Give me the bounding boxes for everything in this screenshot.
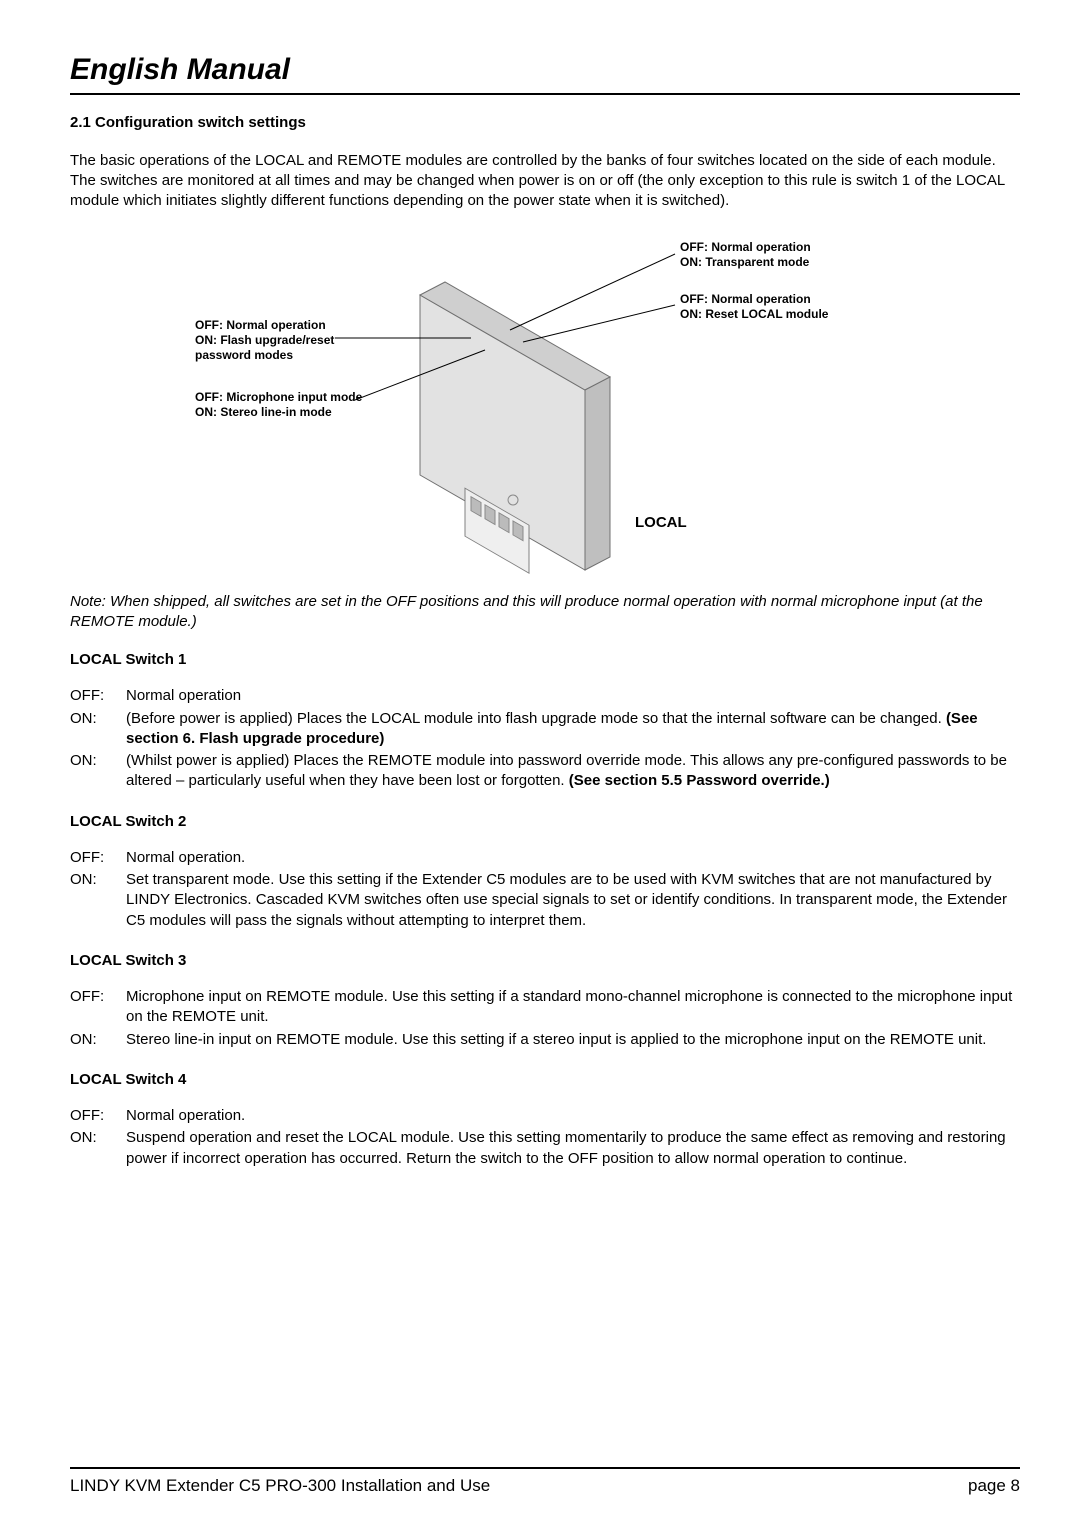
switch2-on-desc: Set transparent mode. Use this setting i… xyxy=(126,870,1020,933)
switch4-off-desc: Normal operation. xyxy=(126,1106,1020,1128)
callout-line: ON: Flash upgrade/reset xyxy=(195,333,334,348)
callout-sw1: OFF: Normal operation ON: Flash upgrade/… xyxy=(195,318,334,363)
label-on: ON: xyxy=(70,751,126,794)
title-rule xyxy=(70,93,1020,95)
label-on: ON: xyxy=(70,1128,126,1171)
list-row: ON: Suspend operation and reset the LOCA… xyxy=(70,1128,1020,1171)
callout-line: password modes xyxy=(195,348,334,363)
list-row: OFF: Normal operation. xyxy=(70,848,1020,870)
label-on: ON: xyxy=(70,709,126,752)
page-title: English Manual xyxy=(70,50,1020,91)
callout-sw3: OFF: Microphone input mode ON: Stereo li… xyxy=(195,390,362,420)
label-off: OFF: xyxy=(70,987,126,1030)
list-row: ON: (Whilst power is applied) Places the… xyxy=(70,751,1020,794)
section-heading: 2.1 Configuration switch settings xyxy=(70,113,1020,133)
switch4-on-desc: Suspend operation and reset the LOCAL mo… xyxy=(126,1128,1020,1171)
switch1-off-desc: Normal operation xyxy=(126,686,1020,708)
switch3-on-desc: Stereo line-in input on REMOTE module. U… xyxy=(126,1030,1020,1052)
text-span: (Before power is applied) Places the LOC… xyxy=(126,710,946,727)
callout-line: ON: Stereo line-in mode xyxy=(195,405,362,420)
switch1-on2-desc: (Whilst power is applied) Places the REM… xyxy=(126,751,1020,794)
callout-sw4: OFF: Normal operation ON: Reset LOCAL mo… xyxy=(680,292,828,322)
footer-left: LINDY KVM Extender C5 PRO-300 Installati… xyxy=(70,1475,490,1498)
switch2-off-desc: Normal operation. xyxy=(126,848,1020,870)
switch-diagram: OFF: Normal operation ON: Flash upgrade/… xyxy=(165,230,925,580)
callout-line: ON: Reset LOCAL module xyxy=(680,307,828,322)
switch2-heading: LOCAL Switch 2 xyxy=(70,812,1020,832)
label-on: ON: xyxy=(70,870,126,933)
label-off: OFF: xyxy=(70,686,126,708)
callout-sw2: OFF: Normal operation ON: Transparent mo… xyxy=(680,240,811,270)
list-row: OFF: Microphone input on REMOTE module. … xyxy=(70,987,1020,1030)
switch3-heading: LOCAL Switch 3 xyxy=(70,951,1020,971)
note-paragraph: Note: When shipped, all switches are set… xyxy=(70,592,1020,633)
list-row: ON: Set transparent mode. Use this setti… xyxy=(70,870,1020,933)
local-label: LOCAL xyxy=(635,513,687,533)
footer-right: page 8 xyxy=(968,1475,1020,1498)
label-off: OFF: xyxy=(70,848,126,870)
list-row: OFF: Normal operation xyxy=(70,686,1020,708)
switch4-heading: LOCAL Switch 4 xyxy=(70,1070,1020,1090)
callout-line: OFF: Normal operation xyxy=(680,240,811,255)
label-off: OFF: xyxy=(70,1106,126,1128)
list-row: ON: (Before power is applied) Places the… xyxy=(70,709,1020,752)
label-on: ON: xyxy=(70,1030,126,1052)
switch3-off-desc: Microphone input on REMOTE module. Use t… xyxy=(126,987,1020,1030)
bold-span: (See section 5.5 Password override.) xyxy=(569,772,830,789)
switch1-on1-desc: (Before power is applied) Places the LOC… xyxy=(126,709,1020,752)
switch1-heading: LOCAL Switch 1 xyxy=(70,650,1020,670)
switch1-list: OFF: Normal operation ON: (Before power … xyxy=(70,686,1020,793)
callout-line: ON: Transparent mode xyxy=(680,255,811,270)
page-footer: LINDY KVM Extender C5 PRO-300 Installati… xyxy=(70,1467,1020,1498)
callout-line: OFF: Normal operation xyxy=(680,292,828,307)
text-span: (Whilst power is applied) Places the REM… xyxy=(126,752,1007,789)
callout-line: OFF: Normal operation xyxy=(195,318,334,333)
switch2-list: OFF: Normal operation. ON: Set transpare… xyxy=(70,848,1020,933)
footer-rule xyxy=(70,1467,1020,1469)
switch3-list: OFF: Microphone input on REMOTE module. … xyxy=(70,987,1020,1052)
list-row: OFF: Normal operation. xyxy=(70,1106,1020,1128)
list-row: ON: Stereo line-in input on REMOTE modul… xyxy=(70,1030,1020,1052)
callout-line: OFF: Microphone input mode xyxy=(195,390,362,405)
intro-paragraph: The basic operations of the LOCAL and RE… xyxy=(70,151,1020,212)
switch4-list: OFF: Normal operation. ON: Suspend opera… xyxy=(70,1106,1020,1171)
